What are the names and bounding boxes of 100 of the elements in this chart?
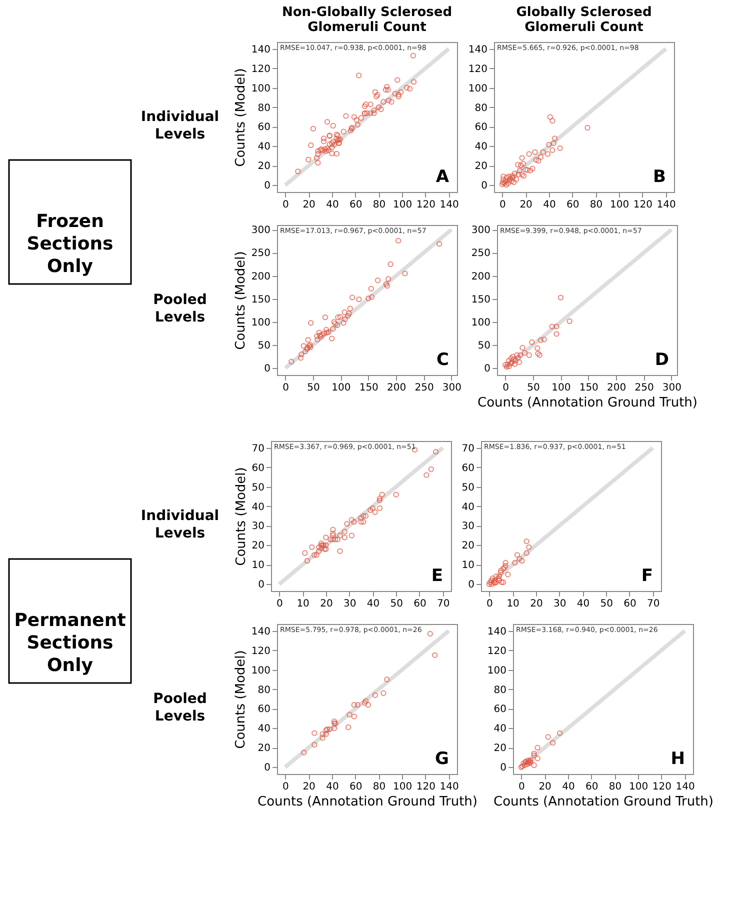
point bbox=[354, 702, 360, 708]
point bbox=[500, 579, 506, 586]
x-tick-label: 50 bbox=[307, 382, 320, 394]
x-tick-label: 50 bbox=[527, 382, 540, 394]
annotation: G bbox=[435, 749, 449, 769]
point bbox=[534, 345, 540, 352]
y-tick-label: 60 bbox=[252, 462, 264, 474]
point bbox=[311, 552, 318, 558]
point bbox=[509, 173, 516, 179]
point bbox=[376, 505, 383, 512]
x-tick-label: 0 bbox=[282, 382, 289, 394]
point bbox=[365, 702, 372, 708]
point bbox=[376, 498, 383, 504]
point bbox=[524, 550, 530, 556]
point bbox=[308, 320, 314, 326]
point bbox=[402, 270, 408, 276]
x-tick-label: 100 bbox=[332, 382, 351, 394]
point bbox=[546, 142, 552, 148]
annotation: B bbox=[653, 167, 666, 187]
point bbox=[337, 532, 343, 538]
point bbox=[379, 492, 385, 498]
point bbox=[498, 568, 504, 574]
point bbox=[530, 166, 536, 172]
point bbox=[502, 362, 508, 368]
point bbox=[328, 336, 335, 342]
point bbox=[362, 513, 369, 519]
point bbox=[349, 294, 356, 300]
x-tick-label: 70 bbox=[646, 598, 660, 610]
point bbox=[508, 356, 514, 362]
x-tick-label: 20 bbox=[520, 200, 532, 210]
y-tick-label: 20 bbox=[258, 743, 270, 754]
point bbox=[492, 577, 498, 584]
x-tick-label: 300 bbox=[442, 382, 462, 394]
point bbox=[526, 151, 532, 157]
x-tick-label: 0 bbox=[276, 598, 283, 610]
point bbox=[372, 692, 378, 698]
point bbox=[393, 492, 399, 498]
annotation: A bbox=[436, 167, 450, 187]
y-tick-label: 120 bbox=[487, 646, 506, 657]
x-tick-label: 40 bbox=[562, 782, 575, 792]
y-tick-label: 100 bbox=[471, 317, 490, 328]
point bbox=[510, 175, 516, 181]
point bbox=[554, 331, 560, 337]
x-tick-label: 100 bbox=[610, 200, 630, 210]
x-tick-label: 60 bbox=[624, 598, 636, 610]
y-tick-label: 80 bbox=[474, 102, 488, 114]
y-tick-label: 40 bbox=[258, 142, 270, 153]
point bbox=[554, 324, 560, 330]
point bbox=[541, 336, 547, 342]
y-tick-label: 250 bbox=[471, 248, 490, 260]
point bbox=[534, 756, 540, 762]
point bbox=[351, 702, 357, 708]
x-tick-label: 20 bbox=[538, 782, 552, 792]
y-tick-label: 60 bbox=[462, 462, 474, 474]
point bbox=[520, 344, 526, 351]
point bbox=[388, 261, 394, 268]
point bbox=[547, 114, 553, 120]
y-tick-label: 300 bbox=[251, 225, 270, 236]
point bbox=[534, 744, 540, 751]
y-tick-label: 150 bbox=[471, 294, 490, 306]
point bbox=[312, 742, 318, 748]
y-tick-label: 100 bbox=[468, 83, 488, 94]
point bbox=[544, 151, 551, 157]
y-tick-label: 80 bbox=[258, 684, 270, 696]
point bbox=[512, 361, 518, 367]
point bbox=[298, 351, 304, 358]
point bbox=[337, 314, 343, 320]
y-tick-label: 40 bbox=[252, 502, 264, 513]
point bbox=[515, 355, 521, 361]
point bbox=[526, 544, 532, 550]
y-tick-label: 60 bbox=[474, 122, 488, 134]
x-tick-label: 20 bbox=[320, 598, 333, 610]
point bbox=[566, 318, 572, 324]
y-tick-label: 80 bbox=[494, 684, 506, 696]
y-tick-label: 200 bbox=[251, 271, 270, 282]
point bbox=[531, 750, 537, 756]
point bbox=[328, 536, 334, 542]
point bbox=[518, 162, 524, 168]
annotation: F bbox=[641, 566, 653, 586]
point bbox=[347, 306, 353, 312]
x-tick-label: 140 bbox=[440, 200, 459, 210]
point bbox=[304, 558, 310, 564]
point bbox=[520, 173, 527, 179]
point bbox=[370, 505, 376, 512]
x-tick-label: 60 bbox=[349, 200, 362, 210]
point bbox=[510, 356, 516, 362]
x-tick-label: 0 bbox=[518, 782, 525, 792]
point bbox=[487, 579, 493, 586]
text: Permanent Sections Only bbox=[14, 610, 126, 676]
point bbox=[348, 517, 354, 523]
y-tick-label: 50 bbox=[252, 482, 264, 494]
x-tick-label: 150 bbox=[359, 382, 378, 394]
point bbox=[550, 147, 556, 153]
point bbox=[514, 352, 520, 358]
point bbox=[316, 548, 322, 554]
annotation: D bbox=[654, 350, 669, 370]
point bbox=[305, 337, 311, 343]
point bbox=[351, 519, 357, 525]
x-tick-label: 80 bbox=[372, 200, 386, 210]
point bbox=[335, 314, 341, 320]
